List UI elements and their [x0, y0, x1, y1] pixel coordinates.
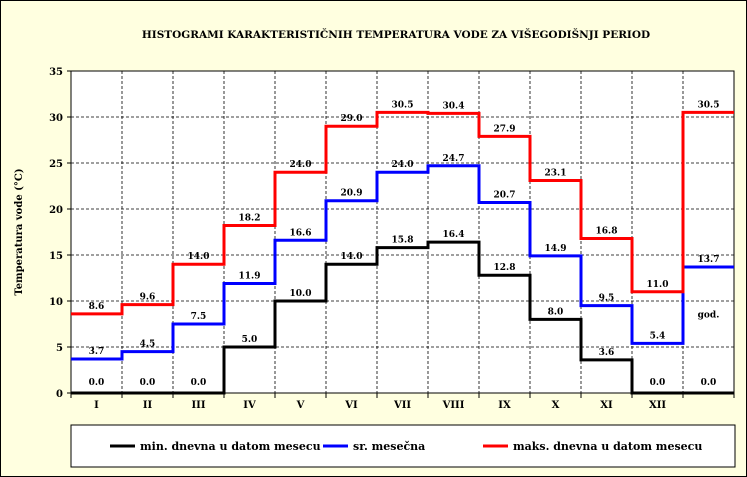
chart-title: HISTOGRAMI KARAKTERISTIČNIH TEMPERATURA … [142, 27, 650, 41]
plot-background [71, 71, 734, 393]
data-label: 23.1 [545, 168, 567, 178]
x-tick-label: IV [243, 400, 256, 411]
data-label: 11.0 [647, 280, 669, 290]
data-label: 24.0 [392, 160, 414, 170]
y-tick-label: 20 [49, 205, 63, 216]
y-tick-label: 0 [56, 389, 63, 400]
legend-label: maks. dnevna u datom mesecu [513, 440, 702, 453]
x-tick-label: III [191, 400, 205, 411]
legend-label: sr. mesečna [353, 440, 425, 453]
data-label: 11.9 [239, 272, 261, 282]
series-line [71, 164, 734, 361]
data-label: 8.6 [89, 302, 105, 312]
data-label: 0.0 [191, 378, 207, 388]
x-tick-label: I [94, 400, 99, 411]
data-label: 15.8 [392, 236, 414, 246]
x-tick-label: II [143, 400, 153, 411]
legend: min. dnevna u datom mesecu sr. mesečna mak… [70, 424, 736, 468]
data-label: 0.0 [89, 378, 105, 388]
x-tick-label: XI [600, 400, 613, 411]
x-tick-label: XII [649, 400, 666, 411]
y-tick-label: 25 [49, 159, 63, 170]
data-label: 18.2 [239, 214, 261, 224]
x-tick-label: VIII [442, 400, 465, 411]
data-label: 14.9 [545, 244, 567, 254]
data-label: 16.8 [596, 226, 618, 236]
legend-label: min. dnevna u datom mesecu [140, 440, 321, 453]
data-label: 20.9 [341, 189, 363, 199]
data-label: 5.0 [242, 335, 258, 345]
data-label: 0.0 [140, 378, 156, 388]
data-label: 30.5 [698, 100, 720, 110]
data-label: 24.0 [290, 160, 312, 170]
data-label: 30.5 [392, 100, 414, 110]
series-line [71, 240, 734, 395]
data-label: 0.0 [650, 378, 666, 388]
data-label: 16.4 [443, 230, 465, 240]
data-label: 24.7 [443, 154, 465, 164]
data-label: 14.0 [341, 252, 363, 262]
y-tick-label: 10 [49, 297, 63, 308]
data-label: 8.0 [548, 307, 564, 317]
plot-border [70, 70, 735, 394]
data-label: 16.6 [290, 228, 312, 238]
y-tick-label: 15 [49, 251, 63, 262]
legend-box [70, 424, 736, 468]
y-tick-label: 5 [56, 343, 63, 354]
data-label: 4.5 [140, 340, 156, 350]
x-tick-label: X [552, 400, 560, 411]
data-label: 13.7 [698, 255, 720, 265]
y-axis-label: Temperatura vode (°C) [14, 168, 25, 295]
data-label: 7.5 [191, 312, 207, 322]
data-label: 9.6 [140, 293, 156, 303]
data-label: 0.0 [701, 378, 717, 388]
data-label: 3.7 [89, 347, 105, 357]
data-label: 27.9 [494, 124, 516, 134]
data-label: 9.5 [599, 294, 615, 304]
data-label: 20.7 [494, 191, 516, 201]
data-label: 5.4 [650, 331, 666, 341]
data-label: 14.0 [188, 252, 210, 262]
annual-label: god. [698, 310, 720, 320]
x-tick-label: VII [393, 400, 411, 411]
series-line [71, 110, 734, 316]
data-label: 12.8 [494, 263, 516, 273]
data-label: 29.0 [341, 114, 363, 124]
x-tick-label: IX [498, 400, 511, 411]
data-label: 3.6 [599, 348, 615, 358]
y-tick-label: 30 [49, 113, 63, 124]
x-tick-label: VI [344, 400, 358, 411]
y-tick-label: 35 [49, 67, 63, 78]
data-label: 30.4 [443, 101, 465, 111]
data-label: 10.0 [290, 289, 312, 299]
x-tick-label: V [296, 400, 305, 411]
